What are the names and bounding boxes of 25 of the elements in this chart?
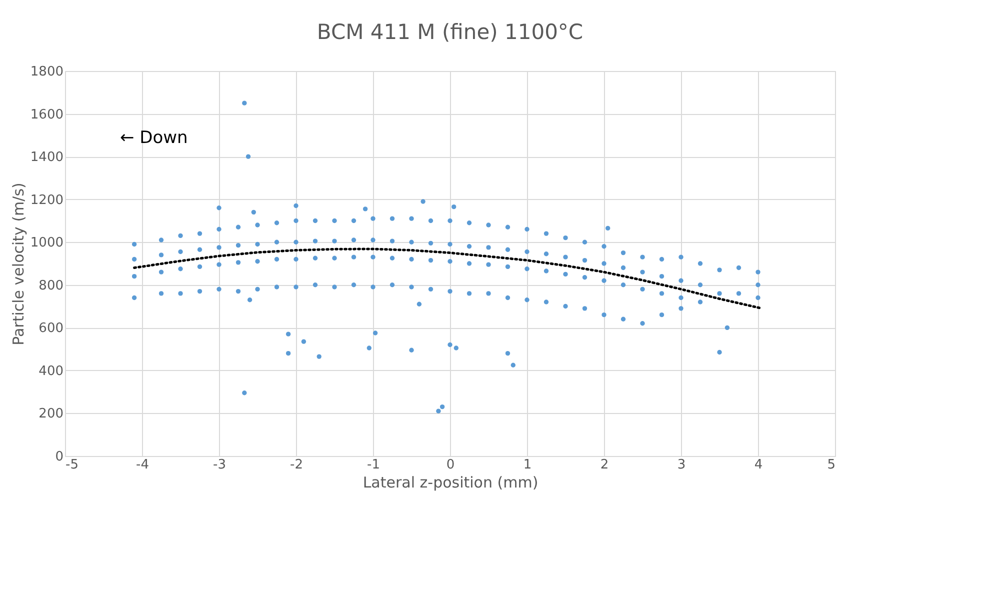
x-tick-label: -5	[66, 458, 78, 472]
y-tick-label: 200	[38, 406, 64, 422]
x-tick-label: -2	[290, 458, 303, 472]
y-tick-label: 400	[38, 364, 64, 379]
x-tick-label: -3	[213, 458, 226, 472]
line-series	[133, 248, 764, 310]
x-tick-label: 5	[827, 458, 836, 472]
y-tick-label: 1000	[30, 236, 64, 251]
x-tick-label: 2	[600, 458, 609, 472]
x-tick-label: 0	[446, 458, 455, 472]
y-tick-label: 800	[38, 278, 64, 294]
x-tick-label: 1	[523, 458, 532, 472]
y-tick-label: 1800	[30, 64, 64, 80]
annotation: ← Down	[120, 128, 188, 148]
y-tick-label: 600	[38, 321, 64, 336]
x-tick-label: -1	[367, 458, 380, 472]
y-tick-label: 1200	[30, 192, 64, 208]
y-tick-label: 1400	[30, 150, 64, 166]
y-tick-label: 1600	[30, 107, 64, 122]
x-tick-label: -4	[136, 458, 149, 472]
chart-title: BCM 411 M (fine) 1100°C	[316, 20, 584, 44]
x-tick-label: 3	[677, 458, 686, 472]
x-tick-label: 4	[754, 458, 763, 472]
y-axis-title: Particle velocity (m/s)	[9, 182, 28, 346]
x-axis-title: Lateral z-position (mm)	[362, 474, 538, 492]
